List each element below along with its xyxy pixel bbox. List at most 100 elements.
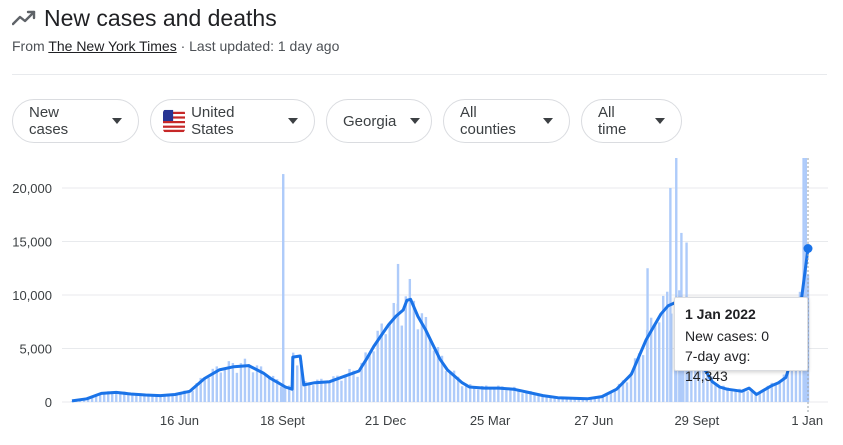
case-bar-spike (675, 158, 678, 402)
case-bar (710, 376, 713, 402)
us-flag-icon (163, 109, 186, 133)
case-bar (404, 296, 408, 402)
case-bar (485, 385, 488, 402)
tooltip-7day-avg: 7-day avg: 14,343 (685, 348, 751, 384)
case-bar (215, 366, 218, 402)
case-bar (102, 393, 106, 402)
case-bar (320, 378, 323, 402)
case-bar (497, 385, 500, 402)
case-bar (98, 394, 102, 402)
case-bar (762, 391, 765, 402)
case-bar (223, 368, 227, 402)
case-bar (424, 317, 428, 402)
case-bar (549, 396, 552, 402)
case-bar (662, 295, 665, 402)
case-bar (275, 379, 279, 402)
case-bar (408, 278, 412, 402)
case-bar (726, 387, 729, 402)
case-bar (316, 379, 319, 402)
state-filter-chip[interactable]: Georgia (326, 99, 432, 143)
case-bar (722, 385, 725, 402)
y-tick-label: 20,000 (12, 181, 52, 196)
case-bar (115, 393, 118, 402)
case-bar (505, 390, 508, 402)
case-bar (90, 396, 94, 402)
title-row: New cases and deaths (12, 2, 832, 34)
case-bar (605, 392, 609, 402)
case-bar (617, 383, 621, 402)
case-bar (360, 362, 363, 402)
case-bar (493, 388, 496, 402)
case-bar (167, 393, 170, 402)
case-bar (139, 393, 142, 402)
case-bar (420, 313, 424, 402)
case-bar (183, 390, 186, 402)
case-bar (557, 396, 560, 402)
case-bar (247, 364, 251, 402)
case-bar (106, 391, 110, 402)
case-bar (336, 375, 339, 402)
case-bar (625, 382, 629, 402)
case-bar (159, 396, 162, 402)
case-bar (481, 385, 484, 402)
case-bar (460, 386, 464, 402)
case-bar (758, 392, 761, 402)
case-bar (171, 393, 174, 402)
time-range-filter-chip[interactable]: All time (581, 99, 682, 143)
case-bar (782, 374, 786, 402)
case-bar (657, 322, 661, 402)
source-prefix: From (12, 38, 49, 54)
x-tick-label: 18 Sept (260, 413, 305, 428)
x-tick-label: 16 Jun (160, 413, 199, 428)
case-bar (155, 394, 158, 402)
case-bar (203, 378, 206, 402)
metric-filter-chip[interactable]: New cases (12, 99, 139, 143)
case-bar (416, 329, 420, 402)
case-bar (706, 369, 709, 402)
case-bar (790, 364, 794, 402)
case-bar (279, 386, 283, 402)
case-bar (440, 355, 444, 402)
page-title: New cases and deaths (44, 4, 277, 31)
tooltip-new-cases: New cases: 0 (685, 328, 770, 344)
case-bar (111, 391, 114, 402)
state-filter-label: Georgia (343, 112, 397, 130)
case-bar (211, 368, 214, 402)
case-bar (207, 377, 210, 402)
caret-down-icon (288, 118, 298, 124)
case-bar (778, 382, 782, 402)
case-bar (187, 390, 190, 402)
case-bar (621, 380, 625, 402)
case-bar (561, 397, 564, 402)
case-bar (468, 384, 472, 402)
y-tick-label: 5,000 (19, 341, 52, 356)
case-bar (259, 366, 263, 402)
case-bar (698, 354, 701, 402)
case-bar (730, 391, 733, 402)
case-bar (376, 330, 379, 402)
caret-down-icon (112, 118, 122, 124)
case-bar (86, 398, 90, 402)
case-bar (702, 370, 705, 402)
case-bar (304, 381, 307, 402)
axis-layer: 0 5,000 10,000 15,000 20,000 16 Jun 18 Sept 21 … (12, 181, 823, 428)
case-bar (308, 383, 311, 402)
line-layer (71, 158, 813, 412)
header-divider (12, 74, 827, 75)
county-filter-chip[interactable]: All counties (443, 99, 570, 143)
case-bar (597, 397, 601, 402)
country-filter-chip[interactable]: United States (150, 99, 315, 143)
cases-chart[interactable]: 0 5,000 10,000 15,000 20,000 16 Jun 18 Sept 21 … (0, 150, 843, 440)
case-bar-spike (282, 174, 285, 402)
case-bar (533, 393, 536, 402)
panel-header: New cases and deaths From The New York T… (12, 2, 832, 58)
case-bar (513, 386, 516, 402)
case-bar (750, 389, 753, 402)
case-bar (312, 385, 315, 402)
source-link[interactable]: The New York Times (48, 38, 177, 54)
case-bar (553, 397, 556, 402)
case-bar (300, 360, 303, 402)
case-bar (464, 383, 468, 402)
hover-point (803, 244, 813, 254)
case-bar (255, 365, 259, 402)
